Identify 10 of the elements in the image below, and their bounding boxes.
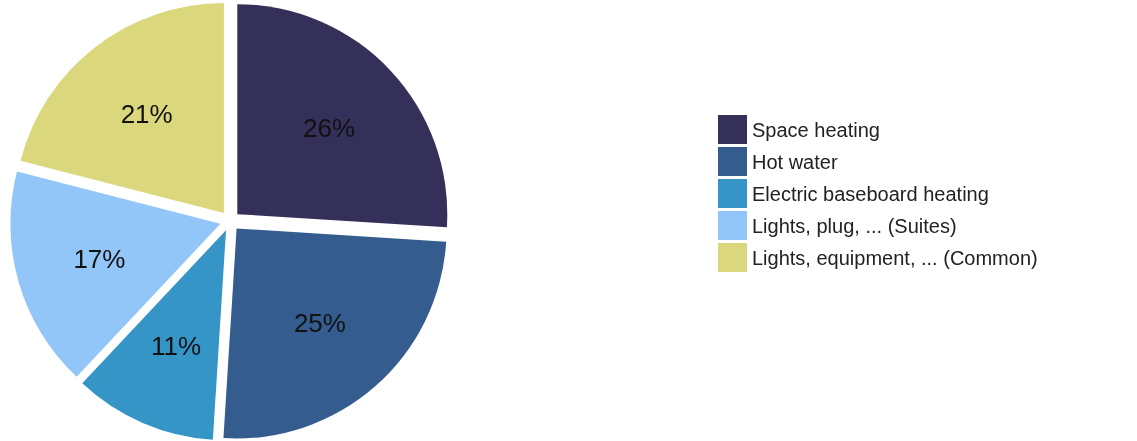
legend-label: Space heating — [752, 119, 880, 141]
legend-label: Electric baseboard heating — [752, 183, 989, 205]
legend-label: Lights, plug, ... (Suites) — [752, 215, 957, 237]
data-label: 25% — [293, 308, 346, 339]
legend-label: Lights, equipment, ... (Common) — [752, 247, 1038, 269]
legend-label: Hot water — [752, 151, 838, 173]
data-label: 11% — [150, 330, 202, 361]
data-label: 21% — [120, 98, 173, 129]
data-label: 17% — [73, 243, 126, 274]
data-label: 26% — [303, 112, 356, 143]
